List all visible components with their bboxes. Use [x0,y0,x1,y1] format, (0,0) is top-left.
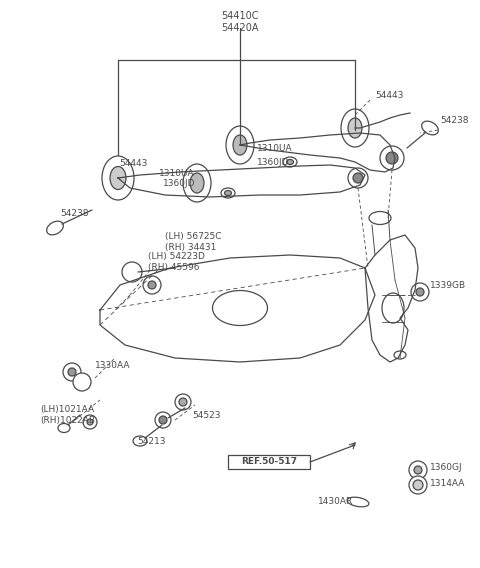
Ellipse shape [226,126,254,164]
Circle shape [122,262,142,282]
Ellipse shape [347,497,369,507]
Text: 54410C
54420A: 54410C 54420A [221,11,259,33]
Text: (LH) 56725C
(RH) 34431: (LH) 56725C (RH) 34431 [165,232,221,252]
Text: 1360GJ: 1360GJ [430,463,463,473]
Circle shape [87,419,93,425]
Circle shape [409,461,427,479]
Ellipse shape [394,351,406,359]
Circle shape [411,283,429,301]
Circle shape [175,394,191,410]
Text: 1360JD: 1360JD [257,157,289,166]
Circle shape [414,466,422,474]
Ellipse shape [190,173,204,193]
Circle shape [353,173,363,183]
Ellipse shape [283,157,297,167]
Ellipse shape [369,211,391,224]
Text: (LH)1021AA
(RH)1022AB: (LH)1021AA (RH)1022AB [40,406,95,425]
Circle shape [409,476,427,494]
Text: 54238: 54238 [60,208,88,218]
Text: (LH) 54223D
(RH) 45596: (LH) 54223D (RH) 45596 [148,252,205,272]
Text: 54238: 54238 [440,115,468,124]
Circle shape [148,281,156,289]
Ellipse shape [341,109,369,147]
Circle shape [179,398,187,406]
Circle shape [159,416,167,424]
Ellipse shape [348,118,362,138]
Ellipse shape [133,436,147,446]
Circle shape [380,146,404,170]
Ellipse shape [102,156,134,200]
Text: 54213: 54213 [138,437,166,446]
Text: 1330AA: 1330AA [95,361,131,370]
Ellipse shape [225,190,231,195]
Ellipse shape [233,135,247,155]
Ellipse shape [421,121,438,135]
Circle shape [143,276,161,294]
Text: REF.50-517: REF.50-517 [241,457,297,466]
Text: 1314AA: 1314AA [430,478,466,487]
Ellipse shape [213,290,267,325]
Circle shape [83,415,97,429]
Circle shape [348,168,368,188]
Circle shape [155,412,171,428]
Ellipse shape [382,293,404,323]
Ellipse shape [47,221,63,235]
Ellipse shape [287,160,293,165]
Text: 1310UA: 1310UA [159,169,195,178]
Ellipse shape [110,166,126,190]
Circle shape [63,363,81,381]
Text: 1360JD: 1360JD [163,178,195,187]
Circle shape [413,480,423,490]
Circle shape [68,368,76,376]
Text: 54523: 54523 [192,411,220,420]
Ellipse shape [58,424,70,432]
Circle shape [73,373,91,391]
Text: 1310UA: 1310UA [257,144,293,152]
Ellipse shape [183,164,211,202]
Text: 1430AR: 1430AR [318,498,353,507]
Ellipse shape [221,188,235,198]
Text: 54443: 54443 [120,158,148,168]
Bar [228,455,310,469]
Circle shape [386,152,398,164]
Text: 54443: 54443 [375,90,403,99]
Text: 1339GB: 1339GB [430,281,466,290]
Circle shape [416,288,424,296]
